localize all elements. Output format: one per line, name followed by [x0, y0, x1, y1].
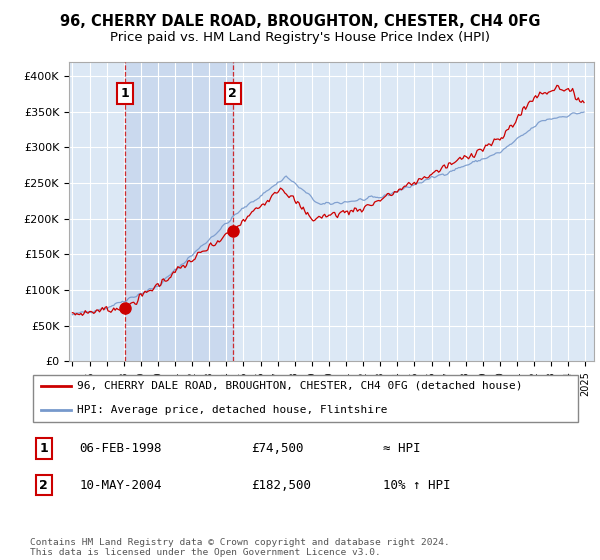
- Text: Contains HM Land Registry data © Crown copyright and database right 2024.
This d: Contains HM Land Registry data © Crown c…: [30, 538, 450, 557]
- Text: 2: 2: [228, 87, 237, 100]
- Text: 06-FEB-1998: 06-FEB-1998: [80, 442, 162, 455]
- Text: Price paid vs. HM Land Registry's House Price Index (HPI): Price paid vs. HM Land Registry's House …: [110, 31, 490, 44]
- Bar: [125, 62, 233, 361]
- Text: 10-MAY-2004: 10-MAY-2004: [80, 479, 162, 492]
- Text: 96, CHERRY DALE ROAD, BROUGHTON, CHESTER, CH4 0FG: 96, CHERRY DALE ROAD, BROUGHTON, CHESTER…: [60, 14, 540, 29]
- Text: ≈ HPI: ≈ HPI: [383, 442, 421, 455]
- Text: 1: 1: [40, 442, 48, 455]
- FancyBboxPatch shape: [33, 375, 578, 422]
- Text: 2: 2: [40, 479, 48, 492]
- Text: 10% ↑ HPI: 10% ↑ HPI: [383, 479, 451, 492]
- Text: 96, CHERRY DALE ROAD, BROUGHTON, CHESTER, CH4 0FG (detached house): 96, CHERRY DALE ROAD, BROUGHTON, CHESTER…: [77, 381, 523, 391]
- Text: 1: 1: [121, 87, 130, 100]
- Text: HPI: Average price, detached house, Flintshire: HPI: Average price, detached house, Flin…: [77, 405, 388, 416]
- Text: £182,500: £182,500: [251, 479, 311, 492]
- Text: £74,500: £74,500: [251, 442, 304, 455]
